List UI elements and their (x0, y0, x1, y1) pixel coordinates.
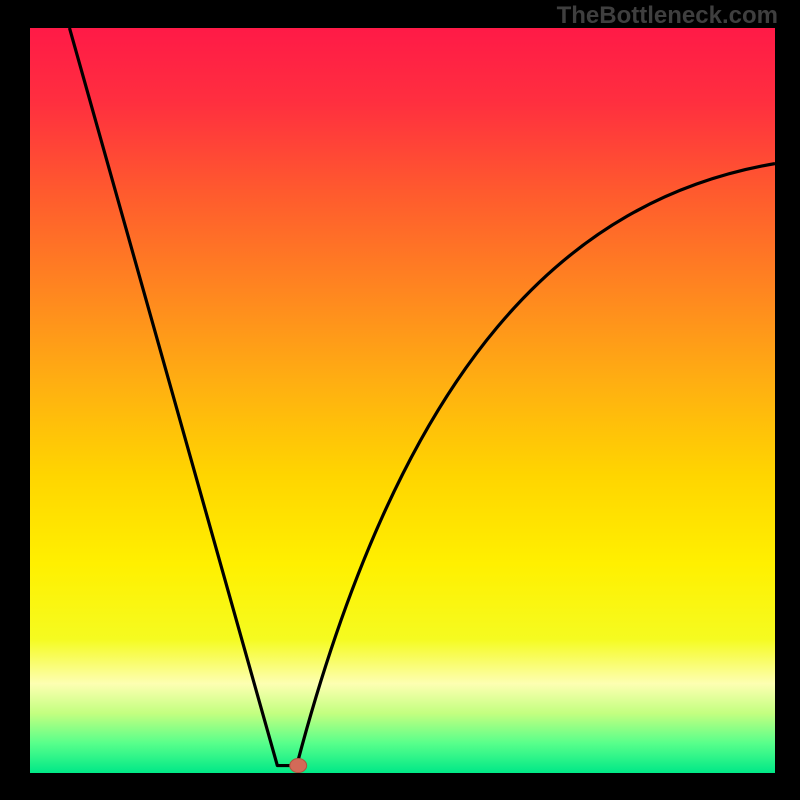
plot-background (30, 28, 775, 773)
chart-root: TheBottleneck.com (0, 0, 800, 800)
optimum-marker (290, 759, 307, 773)
bottleneck-chart (30, 28, 775, 773)
watermark-text: TheBottleneck.com (557, 2, 778, 30)
